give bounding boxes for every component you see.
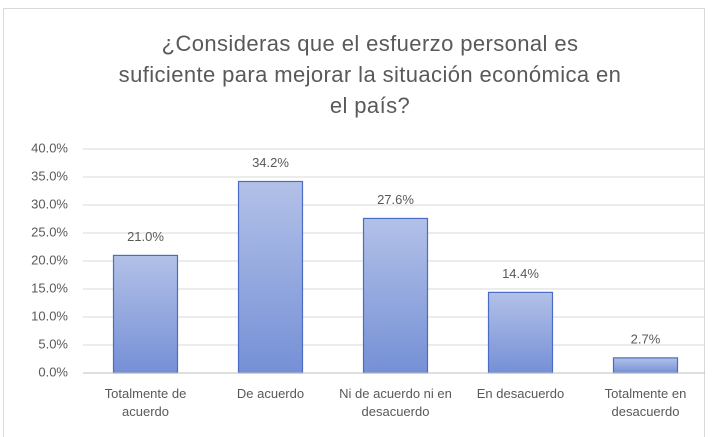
y-tick-label: 25.0% — [31, 224, 68, 239]
bar — [612, 357, 679, 374]
bar — [487, 291, 554, 374]
chart-title: ¿Consideras que el esfuerzo personal es … — [118, 31, 622, 118]
x-tick-label: De acuerdo — [236, 386, 305, 401]
bar — [362, 217, 429, 374]
x-tick-label: En desacuerdo — [476, 386, 565, 401]
x-tick-label: Totalmente en desacuerdo — [604, 386, 687, 419]
data-label: 27.6% — [377, 192, 414, 207]
y-tick-label: 20.0% — [31, 252, 68, 267]
data-label: 34.2% — [252, 155, 289, 170]
data-label: 2.7% — [631, 331, 661, 346]
y-tick-label: 30.0% — [31, 196, 68, 211]
y-tick-label: 15.0% — [31, 280, 68, 295]
data-label: 21.0% — [127, 229, 164, 244]
y-tick-label: 10.0% — [31, 308, 68, 323]
x-tick-label: Ni de acuerdo ni en desacuerdo — [339, 386, 452, 419]
x-tick-label: Totalmente de acuerdo — [104, 386, 187, 419]
y-tick-label: 40.0% — [31, 140, 68, 155]
chart-border — [3, 8, 705, 437]
y-tick-label: 5.0% — [38, 336, 68, 351]
y-tick-label: 35.0% — [31, 168, 68, 183]
y-tick-label: 0.0% — [38, 364, 68, 379]
bar — [237, 180, 304, 374]
data-label: 14.4% — [502, 266, 539, 281]
bar — [112, 254, 179, 374]
